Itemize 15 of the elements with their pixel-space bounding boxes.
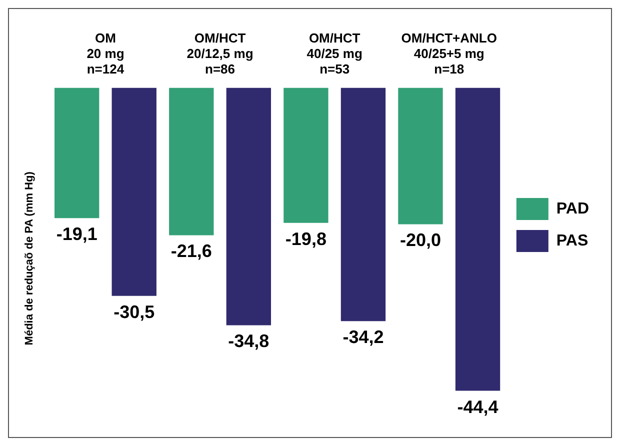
data-label: -34,8: [228, 331, 270, 352]
x-tick-label: OM 20 mg n=124: [86, 30, 125, 77]
y-axis-title: Média de reduçaõ de PA (mm Hg): [24, 171, 36, 346]
data-label: -44,4: [457, 396, 498, 417]
legend-label: PAS: [556, 232, 588, 250]
x-tick-label: OM/HCT+ANLO 40/25+5 mg n=18: [401, 30, 497, 77]
data-label: -19,8: [285, 228, 326, 249]
legend-label: PAD: [556, 200, 589, 218]
data-label: -34,2: [342, 327, 384, 348]
data-label: -21,6: [170, 241, 212, 262]
x-tick-label: OM/HCT 20/12,5 mg n=86: [186, 30, 254, 77]
data-label: -19,1: [56, 224, 98, 244]
data-label: -30,5: [114, 302, 155, 322]
x-tick-label: OM/HCT 40/25 mg n=53: [306, 30, 362, 77]
data-label: -20,0: [400, 230, 442, 250]
